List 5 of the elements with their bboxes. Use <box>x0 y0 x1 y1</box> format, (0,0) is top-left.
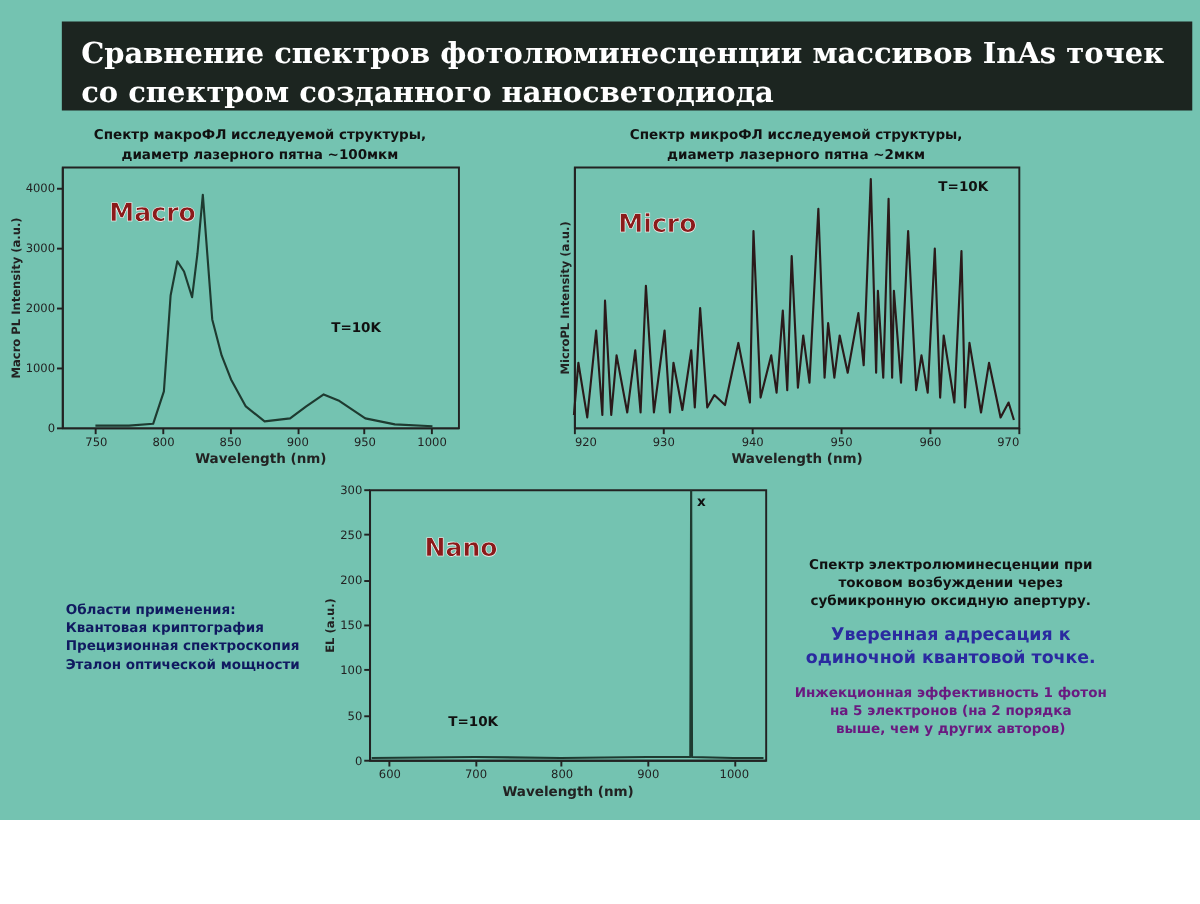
annotation: Micro <box>618 207 698 238</box>
annotation: Nano <box>424 532 499 563</box>
text: Сравнение спектров фотолюминесценции массивов InAs точек со спектром созданного наносветодиода <box>81 36 1166 110</box>
text: Уверенная адресация к одиночной квантовой точке. <box>805 625 1096 670</box>
annotation: Macro <box>109 197 197 228</box>
